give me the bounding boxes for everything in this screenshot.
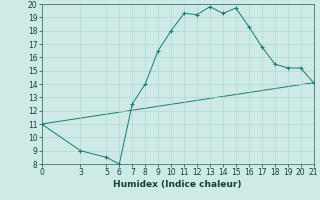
X-axis label: Humidex (Indice chaleur): Humidex (Indice chaleur) [113,180,242,189]
